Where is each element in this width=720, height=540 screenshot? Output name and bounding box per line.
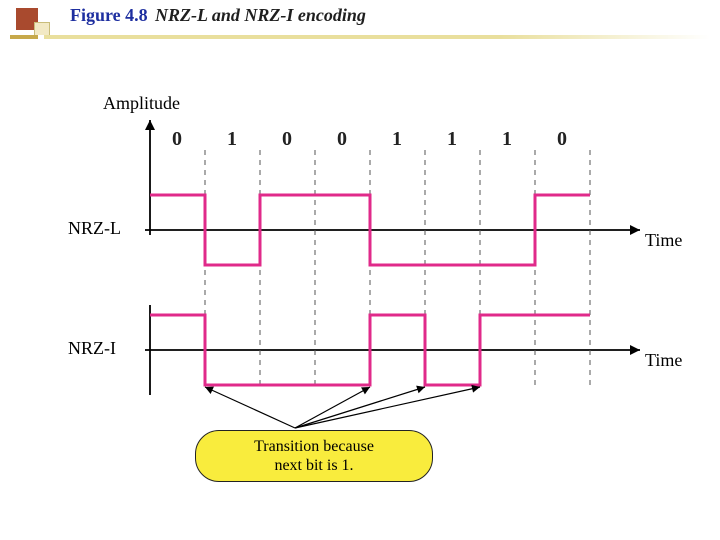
bit-label: 0 (337, 128, 347, 151)
callout-line1: Transition because (254, 438, 374, 455)
bit-label: 1 (502, 128, 512, 151)
nrzl-x-axis-label: Time (645, 230, 682, 251)
bit-label: 0 (557, 128, 567, 151)
y-axis-label: Amplitude (103, 93, 180, 114)
bit-label: 1 (227, 128, 237, 151)
figure-title: NRZ-L and NRZ-I encoding (155, 5, 366, 26)
bit-label: 1 (447, 128, 457, 151)
nrzl-label: NRZ-L (68, 218, 121, 239)
slide-header: Figure 4.8 NRZ-L and NRZ-I encoding (0, 0, 720, 60)
bit-label: 1 (392, 128, 402, 151)
title-underline (10, 35, 710, 39)
callout-line2: next bit is 1. (274, 457, 353, 474)
title-bullet-icon (16, 8, 46, 38)
transition-callout: Transition because next bit is 1. (195, 430, 433, 482)
bit-label: 0 (282, 128, 292, 151)
figure-number: Figure 4.8 (70, 5, 148, 26)
bit-label: 0 (172, 128, 182, 151)
nrzi-x-axis-label: Time (645, 350, 682, 371)
nrzi-label: NRZ-I (68, 338, 116, 359)
